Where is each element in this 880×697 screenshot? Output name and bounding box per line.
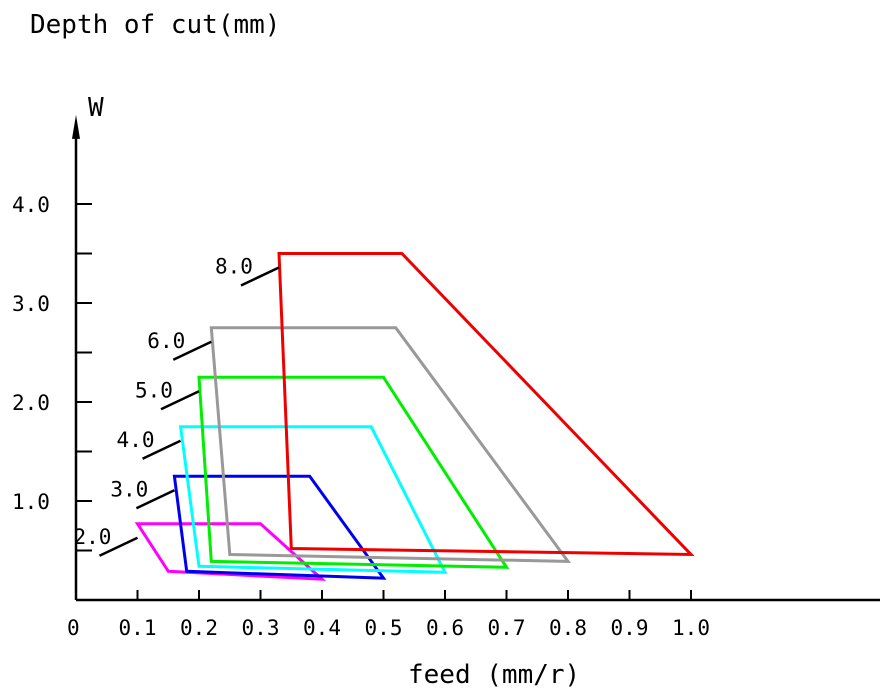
region-label-6.0: 6.0 xyxy=(147,329,185,353)
x-tick-label: 0.7 xyxy=(488,616,526,640)
axes xyxy=(72,114,880,602)
region-label-2.0: 2.0 xyxy=(74,525,112,549)
x-tick-label: 0.2 xyxy=(180,616,218,640)
x-tick-label: 1.0 xyxy=(672,616,710,640)
x-tick-label: 0.3 xyxy=(242,616,280,640)
x-tick-label: 0.8 xyxy=(549,616,587,640)
y-axis-label: W xyxy=(88,93,104,123)
region-2.0 xyxy=(134,522,327,581)
region-label-3.0: 3.0 xyxy=(110,477,148,501)
leader-line-3.0 xyxy=(135,489,175,510)
region-3.0 xyxy=(172,474,387,580)
y-tick-label: 4.0 xyxy=(12,193,50,217)
region-labels: 2.0 3.0 4.0 5.0 6.0 8.0 xyxy=(74,255,280,557)
x-tick-label: 0.9 xyxy=(611,616,649,640)
chart-title: Depth of cut(mm) xyxy=(30,10,280,40)
regions xyxy=(134,252,695,581)
region-6.0 xyxy=(209,326,572,563)
region-4.0 xyxy=(178,425,448,574)
x-tick-label: 0.1 xyxy=(119,616,157,640)
leader-line-5.0 xyxy=(160,390,200,411)
region-label-5.0: 5.0 xyxy=(135,378,173,402)
y-axis-arrow xyxy=(72,114,80,139)
leader-line-2.0 xyxy=(98,536,139,557)
x-origin-label: 0 xyxy=(67,616,80,640)
y-tick-label: 3.0 xyxy=(12,292,50,316)
region-label-4.0: 4.0 xyxy=(117,428,155,452)
region-5.0 xyxy=(197,375,510,569)
y-tick-label: 2.0 xyxy=(12,391,50,415)
region-8.0 xyxy=(277,252,695,557)
x-tick-label: 0.5 xyxy=(365,616,403,640)
y-tick-label: 1.0 xyxy=(12,490,50,514)
leader-line-4.0 xyxy=(142,439,182,460)
x-axis-label: feed (mm/r) xyxy=(408,660,580,690)
leader-line-6.0 xyxy=(172,340,212,361)
ticks: 0.1 0.2 0.3 0.4 0.5 0.6 0.7 0.8 0.9 1.0 1.0 2.0 3.0 4… xyxy=(12,193,710,640)
leader-line-8.0 xyxy=(240,266,280,287)
x-tick-label: 0.4 xyxy=(303,616,341,640)
x-tick-label: 0.6 xyxy=(426,616,464,640)
region-label-8.0: 8.0 xyxy=(215,255,253,279)
